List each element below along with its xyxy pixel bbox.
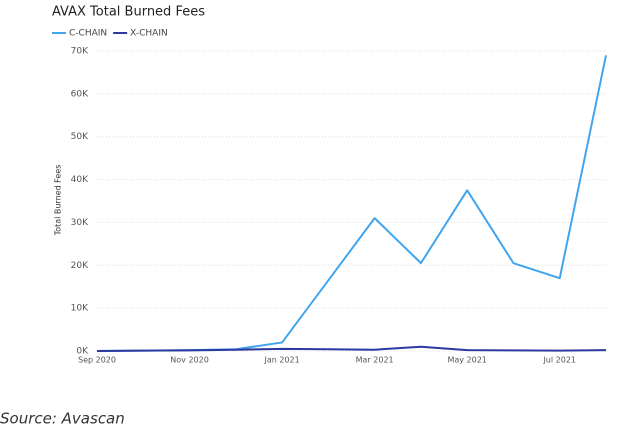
x-tick-label: Mar 2021 (356, 356, 394, 365)
y-tick-label: 30K (71, 218, 89, 228)
y-tick-label: 70K (71, 47, 89, 57)
x-tick-label: Nov 2020 (170, 356, 209, 365)
legend-label: C-CHAIN (69, 29, 107, 39)
y-tick-label: 40K (71, 175, 89, 185)
series-line (96, 345, 607, 352)
y-tick-label: 60K (71, 89, 89, 99)
legend-label: X-CHAIN (130, 29, 168, 39)
x-tick-label: Jan 2021 (263, 356, 299, 365)
source-note: Source: Avascan (0, 410, 125, 428)
y-tick-label: 20K (71, 261, 89, 271)
chart-title: AVAX Total Burned Fees (52, 5, 205, 20)
x-tick-label: Sep 2020 (78, 356, 116, 365)
y-tick-label: 50K (71, 132, 89, 142)
x-tick-label: May 2021 (447, 356, 486, 365)
y-tick-label: 0K (76, 347, 89, 357)
y-axis-label: Total Burned Fees (54, 165, 63, 237)
x-tick-label: Jul 2021 (542, 356, 576, 365)
series-line (96, 55, 607, 352)
y-tick-label: 10K (71, 304, 89, 314)
